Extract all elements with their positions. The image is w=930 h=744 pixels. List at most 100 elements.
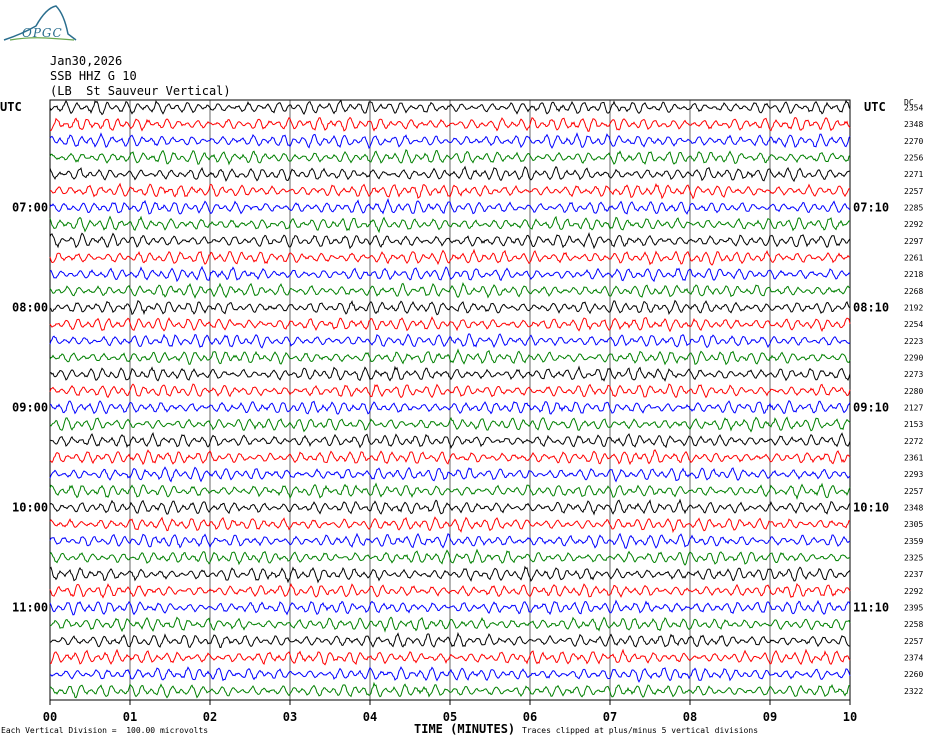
trace-row-12 (49, 282, 851, 299)
left-time-label: 07:00 (12, 201, 48, 215)
right-utc-label: UTC (864, 100, 886, 114)
station-location: (LB St Sauveur Vertical) (50, 84, 231, 98)
trace-row-34 (49, 648, 851, 666)
dc-value-row-34: 2374 (904, 654, 923, 663)
dc-value-row-16: 2290 (904, 354, 923, 363)
trace-row-25 (49, 498, 851, 516)
dc-value-row-12: 2268 (904, 287, 923, 296)
dc-value-row-28: 2325 (904, 554, 923, 563)
dc-value-row-4: 2256 (904, 154, 923, 163)
dc-value-row-7: 2285 (904, 204, 923, 213)
trace-row-21 (49, 432, 851, 449)
dc-value-row-11: 2218 (904, 270, 923, 279)
trace-row-32 (49, 616, 851, 633)
right-time-label: 09:10 (853, 401, 889, 415)
right-time-label: 07:10 (853, 201, 889, 215)
right-time-label: 10:10 (853, 501, 889, 515)
dc-value-row-21: 2272 (904, 437, 923, 446)
trace-row-2 (49, 116, 851, 132)
logo-text: OPGC (22, 26, 63, 40)
x-tick-label-08: 08 (683, 710, 697, 724)
dc-value-row-33: 2257 (904, 637, 923, 646)
dc-value-row-9: 2297 (904, 237, 923, 246)
dc-value-row-5: 2271 (904, 170, 923, 179)
dc-value-row-25: 2348 (904, 504, 923, 513)
dc-value-row-22: 2361 (904, 454, 923, 463)
dc-value-row-23: 2293 (904, 470, 923, 479)
dc-value-row-14: 2254 (904, 320, 923, 329)
dc-value-row-6: 2257 (904, 187, 923, 196)
right-time-label: 08:10 (853, 301, 889, 315)
trace-row-14 (49, 316, 851, 333)
x-tick-label-03: 03 (283, 710, 297, 724)
left-utc-label: UTC (0, 100, 22, 114)
trace-row-4 (49, 149, 851, 166)
dc-value-row-15: 2223 (904, 337, 923, 346)
trace-row-35 (49, 666, 851, 683)
trace-row-3 (49, 132, 851, 149)
dc-value-row-2: 2348 (904, 120, 923, 129)
dc-value-row-24: 2257 (904, 487, 923, 496)
dc-column-label: DC (904, 98, 914, 107)
trace-row-7 (49, 197, 851, 215)
x-tick-label-09: 09 (763, 710, 777, 724)
dc-value-row-30: 2292 (904, 587, 923, 596)
dc-value-row-10: 2261 (904, 254, 923, 263)
record-date: Jan30,2026 (50, 54, 123, 68)
dc-value-row-18: 2280 (904, 387, 923, 396)
trace-row-8 (49, 215, 851, 234)
dc-value-row-35: 2260 (904, 670, 923, 679)
trace-row-5 (49, 165, 851, 183)
trace-row-31 (49, 599, 851, 616)
dc-value-row-36: 2322 (904, 687, 923, 696)
trace-row-10 (49, 248, 851, 266)
dc-value-row-17: 2273 (904, 370, 923, 379)
trace-row-18 (49, 383, 851, 399)
x-tick-label-00: 00 (43, 710, 57, 724)
trace-row-22 (49, 449, 851, 466)
trace-row-6 (50, 182, 851, 200)
left-time-label: 09:00 (12, 401, 48, 415)
trace-row-15 (49, 333, 851, 349)
dc-value-row-8: 2292 (904, 220, 923, 229)
left-time-label: 11:00 (12, 601, 48, 615)
trace-row-30 (49, 583, 851, 599)
trace-row-16 (49, 348, 851, 366)
clip-note: Traces clipped at plus/minus 5 vertical … (522, 726, 759, 735)
left-time-label: 10:00 (12, 501, 48, 515)
trace-row-11 (49, 265, 851, 283)
trace-row-28 (49, 548, 850, 566)
dc-value-row-29: 2237 (904, 570, 923, 579)
trace-row-29 (49, 565, 851, 584)
trace-row-9 (49, 232, 851, 250)
trace-row-27 (49, 532, 851, 549)
x-axis-title: TIME (MINUTES) (414, 722, 516, 736)
trace-row-26 (49, 516, 851, 534)
x-tick-label-06: 06 (523, 710, 537, 724)
dc-value-row-32: 2258 (904, 620, 923, 629)
x-tick-label-07: 07 (603, 710, 617, 724)
trace-row-33 (49, 631, 850, 649)
dc-value-row-13: 2192 (904, 304, 923, 313)
right-time-label: 11:10 (853, 601, 889, 615)
dc-value-row-20: 2153 (904, 420, 923, 429)
trace-row-17 (49, 365, 851, 382)
dc-value-row-27: 2359 (904, 537, 923, 546)
opgc-logo-icon (3, 5, 77, 41)
dc-value-row-26: 2305 (904, 520, 923, 529)
dc-value-row-1: 2354 (904, 104, 923, 113)
trace-row-36 (49, 681, 851, 699)
x-tick-label-02: 02 (203, 710, 217, 724)
left-time-label: 08:00 (12, 301, 48, 315)
x-tick-label-10: 10 (843, 710, 857, 724)
trace-row-23 (49, 466, 851, 483)
x-tick-label-01: 01 (123, 710, 137, 724)
x-tick-label-04: 04 (363, 710, 377, 724)
station-code: SSB HHZ G 10 (50, 69, 137, 83)
dc-value-row-19: 2127 (904, 404, 923, 413)
trace-row-24 (49, 482, 851, 501)
scale-note: Each Vertical Division = 100.00 microvol… (1, 726, 209, 735)
dc-value-row-3: 2270 (904, 137, 923, 146)
trace-row-19 (49, 400, 851, 415)
